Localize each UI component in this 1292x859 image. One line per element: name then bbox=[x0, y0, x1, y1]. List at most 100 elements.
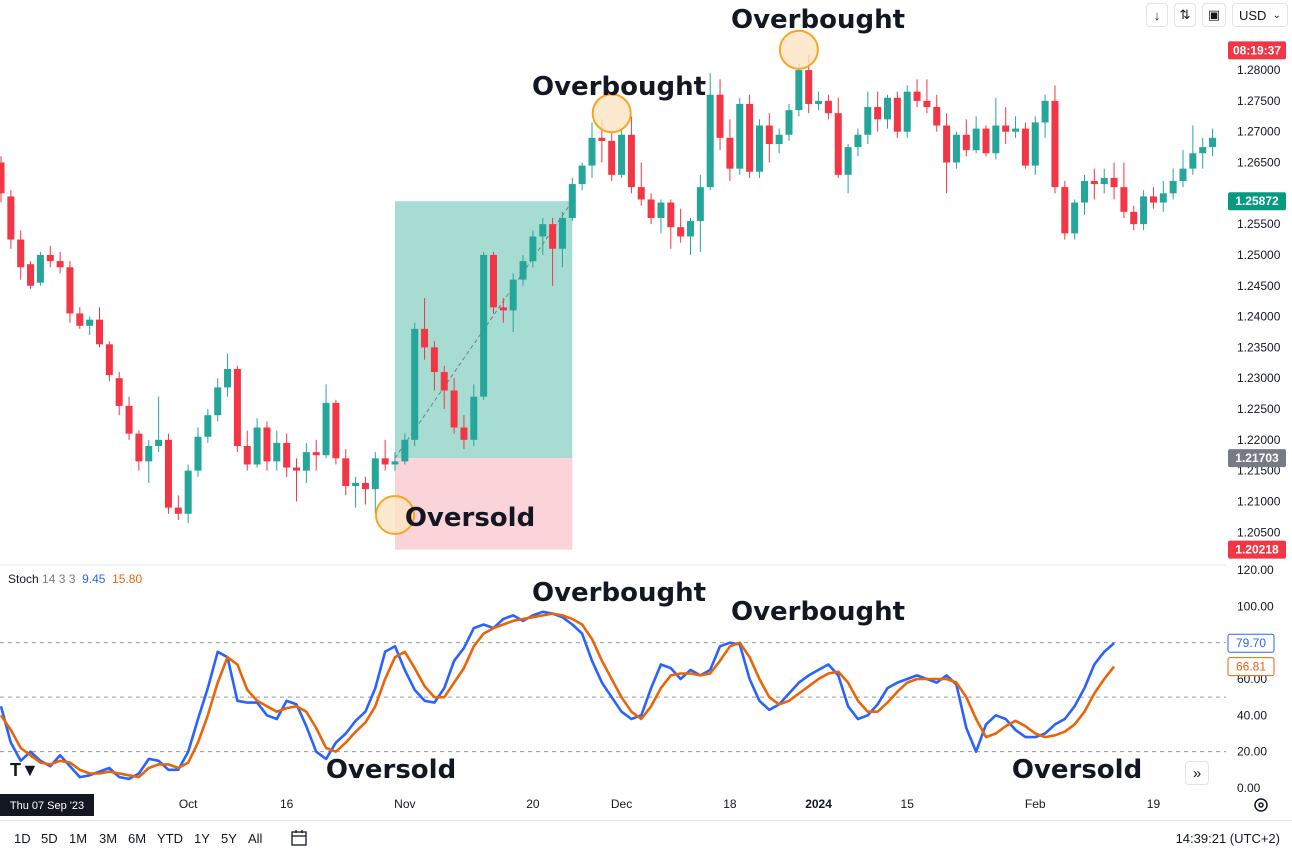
price-tick-label: 1.23500 bbox=[1237, 340, 1281, 354]
candle-body bbox=[549, 224, 557, 249]
candle-body bbox=[115, 378, 123, 406]
candle-body bbox=[568, 184, 576, 218]
stoch-k-label-bg bbox=[1227, 633, 1275, 653]
candle-body bbox=[253, 427, 261, 465]
screenshot-button[interactable]: ▣ bbox=[1202, 3, 1226, 27]
stoch-legend[interactable]: Stoch 14 3 3 9.45 15.80 bbox=[8, 572, 142, 586]
candle-body bbox=[1199, 147, 1207, 154]
candle-body bbox=[558, 217, 566, 249]
candle-body bbox=[627, 134, 635, 188]
scroll-to-realtime-button[interactable]: » bbox=[1185, 761, 1209, 785]
stoch-name: Stoch bbox=[8, 572, 39, 586]
stoch-tick-label: 100.00 bbox=[1237, 599, 1274, 613]
price-tick-label: 1.28000 bbox=[1237, 63, 1281, 77]
gear-icon[interactable] bbox=[1252, 796, 1270, 814]
price-label: 08:19:37 bbox=[1233, 43, 1281, 57]
time-tick-label: 16 bbox=[280, 797, 294, 811]
candle-body bbox=[0, 162, 5, 194]
time-tick-label: 20 bbox=[526, 797, 540, 811]
candle-body bbox=[805, 70, 813, 104]
chart-canvas[interactable]: 1.28000 1.27500 1.27000 1.26500 1.25500 1.250… bbox=[0, 0, 1292, 820]
candle-body bbox=[1012, 128, 1020, 132]
candle-body bbox=[352, 482, 360, 487]
candle-body bbox=[125, 405, 133, 434]
range-5d-button[interactable]: 5D bbox=[41, 831, 58, 846]
candle-body bbox=[687, 221, 694, 237]
candle-body bbox=[7, 196, 15, 240]
candle-body bbox=[726, 137, 734, 169]
compress-button[interactable]: ⇅ bbox=[1174, 3, 1196, 27]
candle-body bbox=[736, 103, 744, 169]
candle-body bbox=[1169, 180, 1177, 194]
candle-body bbox=[233, 368, 241, 446]
range-3m-button[interactable]: 3M bbox=[99, 831, 118, 846]
candle-body bbox=[844, 147, 852, 175]
price-tick-label: 1.21000 bbox=[1237, 494, 1281, 508]
currency-select[interactable]: USD ⌄ bbox=[1232, 3, 1288, 27]
candle-body bbox=[874, 107, 882, 120]
candle-body bbox=[608, 140, 616, 175]
compress-icon: ⇅ bbox=[1179, 7, 1191, 22]
crosshair-date-bg bbox=[0, 794, 94, 816]
calendar-icon[interactable] bbox=[290, 829, 308, 847]
annotation-label: Oversold bbox=[326, 755, 456, 785]
range-1m-button[interactable]: 1M bbox=[69, 831, 88, 846]
candle-body bbox=[972, 128, 980, 151]
candle-body bbox=[421, 328, 429, 348]
stoch-k-value: 9.45 bbox=[82, 572, 106, 586]
candle-body bbox=[66, 267, 74, 314]
candle-body bbox=[1179, 168, 1187, 181]
arrow-down-icon: ↓ bbox=[1153, 7, 1161, 23]
range-1y-button[interactable]: 1Y bbox=[194, 831, 210, 846]
range-1d-button[interactable]: 1D bbox=[14, 831, 31, 846]
candle-body bbox=[519, 261, 527, 280]
range-all-button[interactable]: All bbox=[248, 831, 263, 846]
price-tick-label: 1.27000 bbox=[1237, 125, 1281, 139]
candle-body bbox=[815, 100, 823, 104]
stoch-params: 14 3 3 bbox=[42, 572, 76, 586]
range-ytd-button[interactable]: YTD bbox=[157, 831, 183, 846]
candle-body bbox=[86, 319, 94, 326]
candle-body bbox=[943, 125, 951, 163]
price-tick-label: 1.24000 bbox=[1237, 310, 1281, 324]
stoch-tick-label: 0.00 bbox=[1237, 781, 1261, 795]
double-chevron-right-icon: » bbox=[1192, 764, 1202, 782]
candle-body bbox=[155, 439, 163, 446]
candle-body bbox=[332, 402, 340, 459]
candle-body bbox=[56, 261, 64, 268]
candle-body bbox=[1149, 196, 1157, 203]
candle-body bbox=[450, 390, 458, 428]
stoch-tick-label: 20.00 bbox=[1237, 745, 1267, 759]
candle-body bbox=[677, 227, 685, 237]
candle-body bbox=[273, 442, 281, 462]
candle-body bbox=[480, 254, 488, 397]
annotation-label: Overbought bbox=[731, 5, 905, 35]
candle-body bbox=[539, 224, 547, 237]
candle-body bbox=[1189, 153, 1197, 169]
candle-body bbox=[746, 103, 754, 172]
price-tick-label: 1.25500 bbox=[1237, 217, 1281, 231]
highlight-circle bbox=[778, 29, 819, 70]
price-tick-label: 1.27500 bbox=[1237, 94, 1281, 108]
highlight-circle bbox=[591, 93, 632, 134]
candle-body bbox=[36, 254, 44, 283]
tradingview-logo-icon[interactable]: T▼ bbox=[10, 760, 39, 780]
candle-body bbox=[755, 125, 763, 172]
candle-body bbox=[962, 134, 970, 151]
candle-body bbox=[1002, 125, 1010, 132]
candle-body bbox=[509, 279, 517, 311]
download-button[interactable]: ↓ bbox=[1146, 3, 1168, 27]
clock-label[interactable]: 14:39:21 (UTC+2) bbox=[1175, 831, 1280, 846]
price-tick-label: 1.23000 bbox=[1237, 371, 1281, 385]
candle-body bbox=[618, 134, 626, 175]
stoch-tick-label: 120.00 bbox=[1237, 563, 1274, 577]
annotation-label: Oversold bbox=[405, 503, 535, 533]
candle-body bbox=[529, 236, 537, 262]
time-tick-label: 2024 bbox=[805, 797, 832, 811]
range-6m-button[interactable]: 6M bbox=[128, 831, 147, 846]
candle-body bbox=[795, 70, 803, 111]
range-5y-button[interactable]: 5Y bbox=[221, 831, 237, 846]
candle-body bbox=[923, 100, 931, 108]
candle-body bbox=[1209, 137, 1217, 148]
candle-body bbox=[785, 110, 793, 135]
